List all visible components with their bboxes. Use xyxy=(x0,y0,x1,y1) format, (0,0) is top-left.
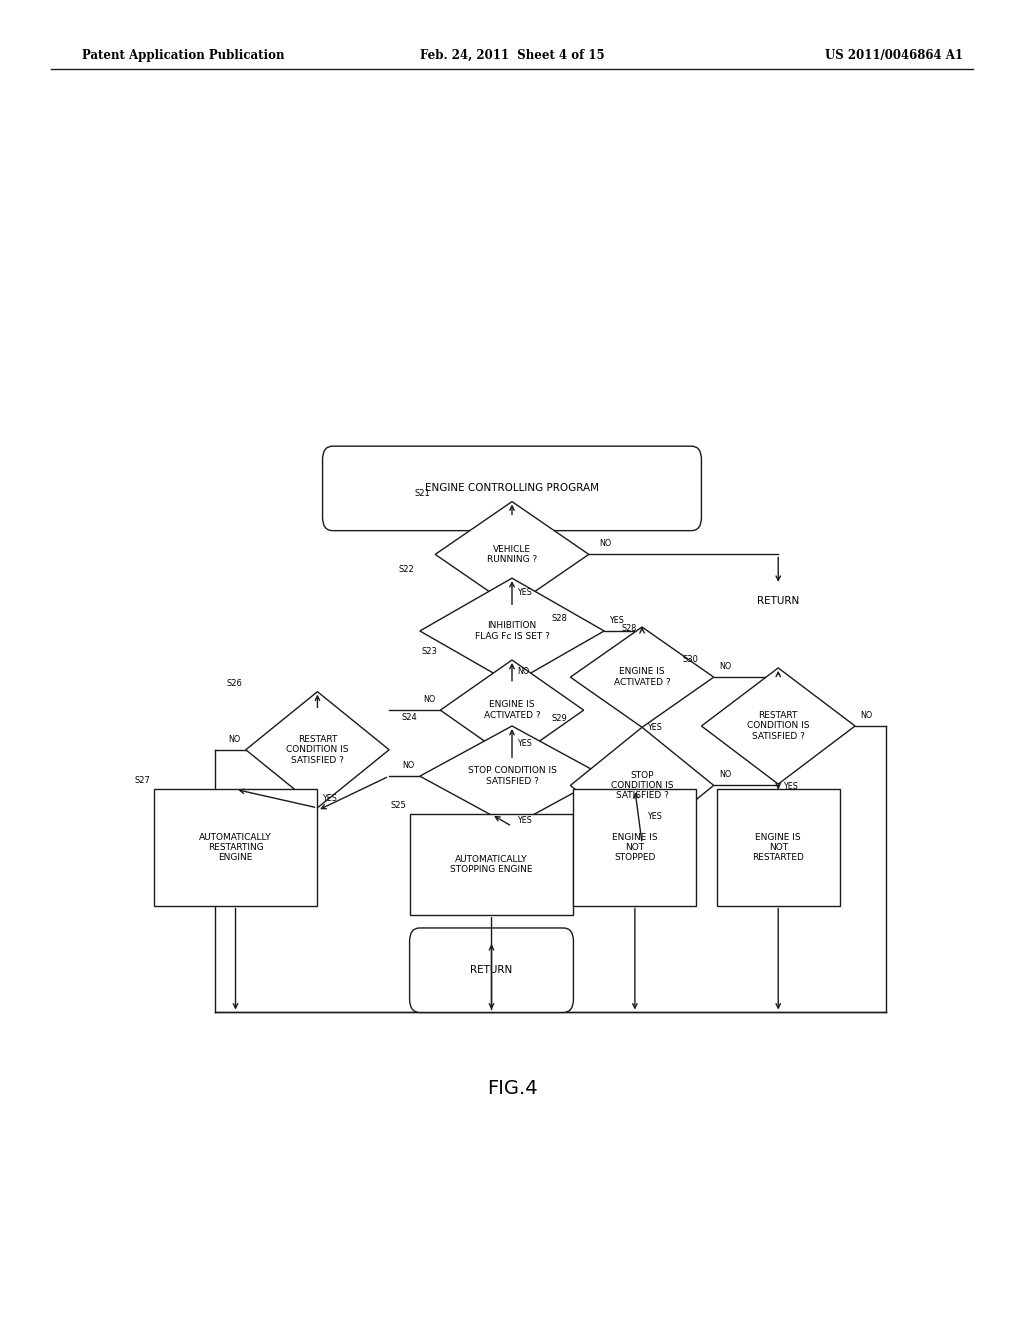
Bar xyxy=(573,789,696,906)
Bar xyxy=(717,789,840,906)
Text: AUTOMATICALLY
STOPPING ENGINE: AUTOMATICALLY STOPPING ENGINE xyxy=(451,855,532,874)
Text: S26: S26 xyxy=(226,678,243,688)
Text: VEHICLE
RUNNING ?: VEHICLE RUNNING ? xyxy=(486,545,538,564)
Text: S25: S25 xyxy=(391,801,407,810)
Text: AUTOMATICALLY
RESTARTING
ENGINE: AUTOMATICALLY RESTARTING ENGINE xyxy=(200,833,271,862)
Text: S28: S28 xyxy=(622,624,637,634)
FancyBboxPatch shape xyxy=(410,928,573,1012)
Text: INHIBITION
FLAG Fc IS SET ?: INHIBITION FLAG Fc IS SET ? xyxy=(474,622,550,640)
Text: NO: NO xyxy=(860,711,872,719)
Text: NO: NO xyxy=(402,762,415,770)
Text: YES: YES xyxy=(517,739,532,747)
Text: RESTART
CONDITION IS
SATISFIED ?: RESTART CONDITION IS SATISFIED ? xyxy=(286,735,349,764)
Text: YES: YES xyxy=(783,783,799,791)
Text: NO: NO xyxy=(423,696,435,704)
Bar xyxy=(154,789,317,906)
Text: S22: S22 xyxy=(399,565,415,574)
Text: RETURN: RETURN xyxy=(470,965,513,975)
Text: YES: YES xyxy=(517,816,532,825)
Polygon shape xyxy=(435,502,589,607)
Bar xyxy=(410,814,573,915)
Text: YES: YES xyxy=(609,616,625,624)
Text: NO: NO xyxy=(228,735,241,743)
Text: S30: S30 xyxy=(682,655,698,664)
Polygon shape xyxy=(440,660,584,760)
Text: NO: NO xyxy=(599,540,611,548)
Text: Feb. 24, 2011  Sheet 4 of 15: Feb. 24, 2011 Sheet 4 of 15 xyxy=(420,49,604,62)
Text: YES: YES xyxy=(323,795,338,803)
Polygon shape xyxy=(570,627,714,727)
Text: ENGINE IS
NOT
RESTARTED: ENGINE IS NOT RESTARTED xyxy=(753,833,804,862)
Polygon shape xyxy=(570,727,714,843)
FancyBboxPatch shape xyxy=(323,446,701,531)
Text: RESTART
CONDITION IS
SATISFIED ?: RESTART CONDITION IS SATISFIED ? xyxy=(746,711,810,741)
Text: S29: S29 xyxy=(552,714,567,723)
Text: ENGINE IS
ACTIVATED ?: ENGINE IS ACTIVATED ? xyxy=(483,701,541,719)
Polygon shape xyxy=(420,726,604,826)
Polygon shape xyxy=(420,578,604,684)
Text: NO: NO xyxy=(719,771,731,779)
Text: S28: S28 xyxy=(551,614,567,623)
Text: NO: NO xyxy=(719,663,731,671)
Polygon shape xyxy=(701,668,855,784)
Text: ENGINE IS
NOT
STOPPED: ENGINE IS NOT STOPPED xyxy=(612,833,657,862)
Text: US 2011/0046864 A1: US 2011/0046864 A1 xyxy=(824,49,963,62)
Text: YES: YES xyxy=(647,812,663,821)
Text: RETURN: RETURN xyxy=(757,595,800,606)
Text: ENGINE CONTROLLING PROGRAM: ENGINE CONTROLLING PROGRAM xyxy=(425,483,599,494)
Text: STOP
CONDITION IS
SATISFIED ?: STOP CONDITION IS SATISFIED ? xyxy=(610,771,674,800)
Text: YES: YES xyxy=(647,723,663,731)
Text: FIG.4: FIG.4 xyxy=(486,1080,538,1098)
Polygon shape xyxy=(246,692,389,808)
Text: STOP CONDITION IS
SATISFIED ?: STOP CONDITION IS SATISFIED ? xyxy=(468,767,556,785)
Text: S27: S27 xyxy=(134,776,151,785)
Text: ENGINE IS
ACTIVATED ?: ENGINE IS ACTIVATED ? xyxy=(613,668,671,686)
Text: S24: S24 xyxy=(401,713,417,722)
Text: S21: S21 xyxy=(415,488,430,498)
Text: NO: NO xyxy=(517,668,529,676)
Text: S23: S23 xyxy=(421,647,437,656)
Text: YES: YES xyxy=(517,589,532,597)
Text: Patent Application Publication: Patent Application Publication xyxy=(82,49,285,62)
